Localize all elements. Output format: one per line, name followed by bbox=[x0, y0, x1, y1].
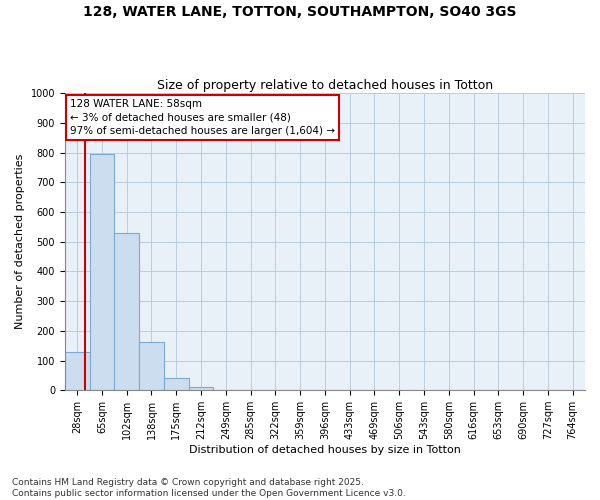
Bar bbox=[164, 378, 188, 390]
Bar bbox=[139, 342, 164, 390]
X-axis label: Distribution of detached houses by size in Totton: Distribution of detached houses by size … bbox=[189, 445, 461, 455]
Text: Contains HM Land Registry data © Crown copyright and database right 2025.
Contai: Contains HM Land Registry data © Crown c… bbox=[12, 478, 406, 498]
Bar bbox=[89, 154, 115, 390]
Bar bbox=[65, 352, 89, 390]
Text: 128, WATER LANE, TOTTON, SOUTHAMPTON, SO40 3GS: 128, WATER LANE, TOTTON, SOUTHAMPTON, SO… bbox=[83, 5, 517, 19]
Bar bbox=[188, 388, 214, 390]
Title: Size of property relative to detached houses in Totton: Size of property relative to detached ho… bbox=[157, 79, 493, 92]
Text: 128 WATER LANE: 58sqm
← 3% of detached houses are smaller (48)
97% of semi-detac: 128 WATER LANE: 58sqm ← 3% of detached h… bbox=[70, 99, 335, 136]
Bar bbox=[115, 233, 139, 390]
Y-axis label: Number of detached properties: Number of detached properties bbox=[15, 154, 25, 330]
